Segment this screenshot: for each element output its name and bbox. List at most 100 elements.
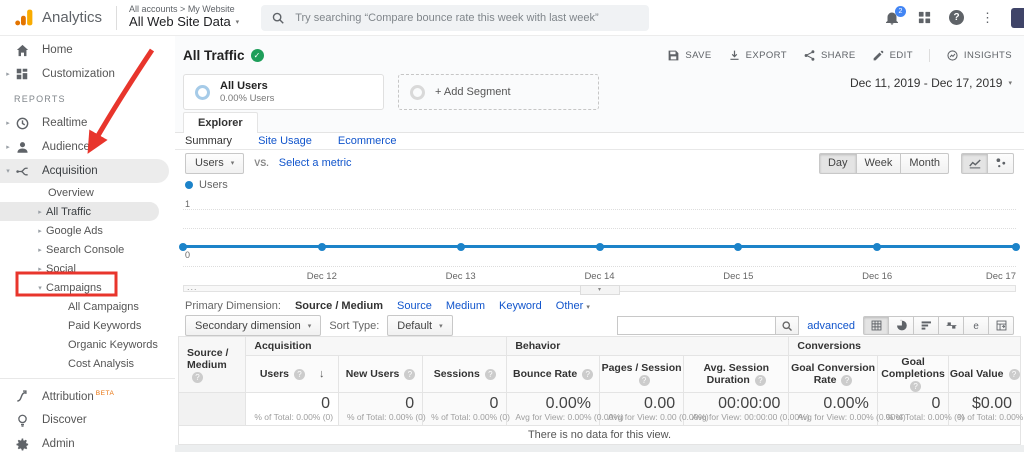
help-icon[interactable]: ? (910, 381, 922, 392)
total-goal-completions: 0% of Total: 0.00% (0) (876, 392, 965, 426)
help-icon[interactable]: ? (754, 375, 766, 386)
sidebar-item-home[interactable]: Home (0, 38, 175, 62)
sidebar-item-all-traffic[interactable]: ▸ All Traffic (0, 202, 159, 221)
subtab-summary[interactable]: Summary (185, 134, 233, 147)
sidebar-item-audience[interactable]: ▸ Audience (0, 135, 175, 159)
column-header-bounce-rate[interactable]: Bounce Rate? (506, 355, 600, 393)
data-point[interactable] (873, 242, 882, 251)
performance-view-icon-button[interactable] (913, 316, 939, 335)
help-icon[interactable]: ? (638, 375, 650, 386)
select-metric-link[interactable]: Select a metric (278, 157, 352, 170)
table-search-button[interactable] (775, 316, 800, 335)
sidebar-item-admin[interactable]: Admin (0, 432, 175, 452)
help-icon[interactable]: ? (404, 369, 416, 380)
date-range-picker[interactable]: Dec 11, 2019 - Dec 17, 2019 ▾ (850, 74, 1012, 90)
sidebar-item-customization[interactable]: ▸ Customization (0, 62, 175, 86)
dimension-medium-link[interactable]: Medium (445, 299, 485, 312)
column-header-users[interactable]: Users? ↓ (245, 355, 339, 393)
sidebar-item-acquisition[interactable]: ▾ Acquisition (0, 159, 169, 183)
sidebar-item-realtime[interactable]: ▸ Realtime (0, 111, 175, 135)
sidebar-item-paid-keywords[interactable]: Paid Keywords (0, 316, 175, 335)
sidebar-item-search-console[interactable]: ▸ Search Console (0, 240, 175, 259)
dimension-source-link[interactable]: Source (397, 299, 432, 312)
account-property-switcher[interactable]: All accounts > My Website All Web Site D… (129, 5, 239, 30)
chevron-down-icon: ▾ (1008, 80, 1012, 87)
sidebar-item-cost-analysis[interactable]: Cost Analysis (0, 354, 175, 373)
export-button[interactable]: EXPORT (728, 49, 787, 62)
comparison-view-icon-button[interactable] (938, 316, 964, 335)
total-goal-conversion-rate: 0.00% Avg for View: 0.00% (0.00%) (788, 392, 906, 426)
granularity-day-button[interactable]: Day (818, 152, 857, 174)
sidebar-item-organic-keywords[interactable]: Organic Keywords (0, 335, 175, 354)
sidebar-item-all-campaigns[interactable]: All Campaigns (0, 297, 175, 316)
metric-selector[interactable]: Users ▾ (185, 152, 245, 174)
segment-ring-icon (195, 84, 210, 100)
table-view-icon-button[interactable] (863, 316, 889, 335)
column-header-goal-conversion-rate[interactable]: Goal Conversion Rate? (788, 355, 878, 393)
sidebar-item-discover[interactable]: Discover (0, 408, 175, 432)
data-point[interactable] (734, 242, 743, 251)
column-header-avg-session-duration[interactable]: Avg. Session Duration? (683, 355, 790, 393)
column-header-source-medium[interactable]: Source / Medium? (177, 336, 247, 393)
help-icon[interactable]: ? (484, 369, 496, 380)
column-header-goal-completions[interactable]: Goal Completions? (876, 355, 950, 393)
column-header-pages-session[interactable]: Pages / Session? (598, 355, 685, 393)
data-point[interactable] (456, 242, 465, 251)
column-header-goal-value[interactable]: Goal Value? (948, 355, 1021, 393)
help-icon[interactable]: ? (192, 371, 203, 383)
insights-button[interactable]: INSIGHTS (946, 49, 1012, 62)
realtime-icon (14, 115, 30, 131)
avatar[interactable] (1011, 7, 1024, 28)
sidebar-item-social[interactable]: ▸ Social (0, 259, 175, 278)
notifications-icon[interactable]: 2 (884, 5, 906, 26)
sidebar-divider (0, 378, 175, 379)
help-icon[interactable]: ? (294, 369, 306, 380)
help-icon[interactable]: ? (1008, 369, 1020, 380)
percentage-view-icon-button[interactable] (888, 316, 914, 335)
sort-desc-icon[interactable]: ↓ (319, 368, 325, 380)
add-segment-ring-icon (410, 84, 425, 100)
column-header-sessions[interactable]: Sessions? (422, 355, 508, 393)
help-icon[interactable]: ? (841, 375, 853, 386)
search-input[interactable]: Try searching “Compare bounce rate this … (261, 4, 650, 31)
edit-button[interactable]: EDIT (872, 49, 913, 62)
help-icon[interactable]: ? (582, 369, 594, 380)
total-value: 0.00% (823, 395, 869, 412)
column-header-new-users[interactable]: New Users? (337, 355, 424, 393)
data-point[interactable] (595, 242, 604, 251)
save-button[interactable]: SAVE (667, 49, 711, 62)
segment-all-users[interactable]: All Users 0.00% Users (183, 74, 384, 110)
sidebar-item-campaigns[interactable]: ▾ Campaigns (0, 278, 175, 297)
dimension-other-link[interactable]: Other ▾ (555, 299, 590, 312)
subtab-ecommerce[interactable]: Ecommerce (337, 134, 397, 147)
brand: Analytics (0, 7, 102, 28)
data-point[interactable] (179, 242, 187, 251)
granularity-week-button[interactable]: Week (855, 152, 902, 174)
share-button[interactable]: SHARE (803, 49, 856, 62)
secondary-dimension-button[interactable]: Secondary dimension ▾ (185, 315, 322, 336)
help-icon[interactable]: ? (949, 10, 964, 25)
granularity-month-button[interactable]: Month (900, 152, 949, 174)
table-search-input[interactable] (617, 316, 776, 335)
data-point[interactable] (317, 242, 326, 251)
add-segment-button[interactable]: + Add Segment (398, 74, 599, 110)
chart-collapse-button[interactable]: ▾ (579, 284, 620, 295)
sort-type-button[interactable]: Default ▾ (387, 315, 453, 336)
action-label: SHARE (820, 49, 856, 61)
report-actions: SAVE EXPORT SHARE EDIT INSIGHTS (667, 48, 1012, 62)
motion-chart-icon-button[interactable] (987, 152, 1014, 174)
sidebar-item-overview[interactable]: Overview (0, 183, 175, 202)
data-point[interactable] (1012, 242, 1020, 251)
term-cloud-view-icon-button[interactable]: e (963, 316, 989, 335)
tab-explorer[interactable]: Explorer (183, 112, 258, 133)
more-vert-icon[interactable]: ⋮ (981, 9, 994, 25)
pivot-view-icon-button[interactable] (988, 316, 1014, 335)
line-chart-icon-button[interactable] (961, 152, 988, 174)
dimension-source-medium[interactable]: Source / Medium (294, 299, 383, 312)
sidebar-item-google-ads[interactable]: ▸ Google Ads (0, 221, 175, 240)
apps-grid-icon[interactable] (917, 10, 932, 25)
advanced-search-link[interactable]: advanced (807, 319, 855, 332)
dimension-keyword-link[interactable]: Keyword (498, 299, 542, 312)
sidebar-item-attribution[interactable]: Attribution BETA (0, 384, 175, 408)
subtab-site-usage[interactable]: Site Usage (258, 134, 312, 147)
